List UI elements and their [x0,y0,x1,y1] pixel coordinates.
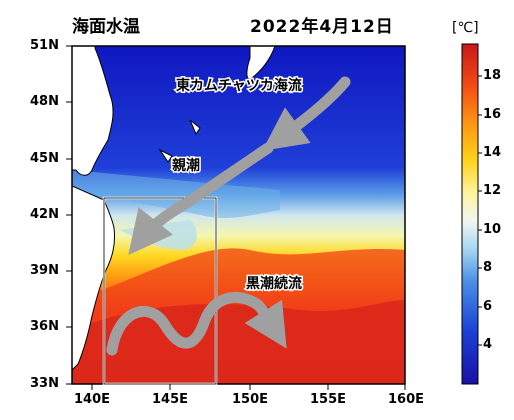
kuroshio-current-arrow [106,292,287,356]
map-title: 海面水温 [72,17,140,37]
lon-label: 150E [232,392,269,407]
colorbar-tick-label: 4 [483,337,493,352]
colorbar-tick-label: 14 [483,145,502,160]
lon-label: 140E [74,392,111,407]
colorbar-tick-label: 10 [483,222,502,237]
lon-label: 145E [152,392,189,407]
colorbar-tick-label: 8 [483,260,493,275]
lat-label: 39N [30,263,59,278]
lat-label: 33N [30,376,59,391]
lat-label: 36N [30,319,59,334]
oyashio-current-arrow [128,142,274,256]
colorbar-tick-label: 16 [483,107,502,122]
colorbar-tick-label: 6 [483,299,493,314]
oyashio-label: 親潮 [172,157,200,174]
kamchatka-current-arrow [262,76,351,151]
lat-label: 48N [30,94,59,109]
lat-label: 45N [30,151,59,166]
lon-label: 155E [310,392,347,407]
lon-label: 160E [388,392,425,407]
map-date: 2022年4月12日 [250,17,394,37]
lat-label: 42N [30,207,59,222]
colorbar [461,43,479,385]
lat-label: 51N [30,38,59,53]
colorbar-tick-label: 18 [483,68,502,83]
colorbar-tick-label: 12 [483,183,502,198]
kamchatka-label: 東カムチャツカ海流 [176,77,302,94]
colorbar-unit: [℃] [452,20,479,36]
kuroshio-label: 黒潮続流 [246,275,302,292]
